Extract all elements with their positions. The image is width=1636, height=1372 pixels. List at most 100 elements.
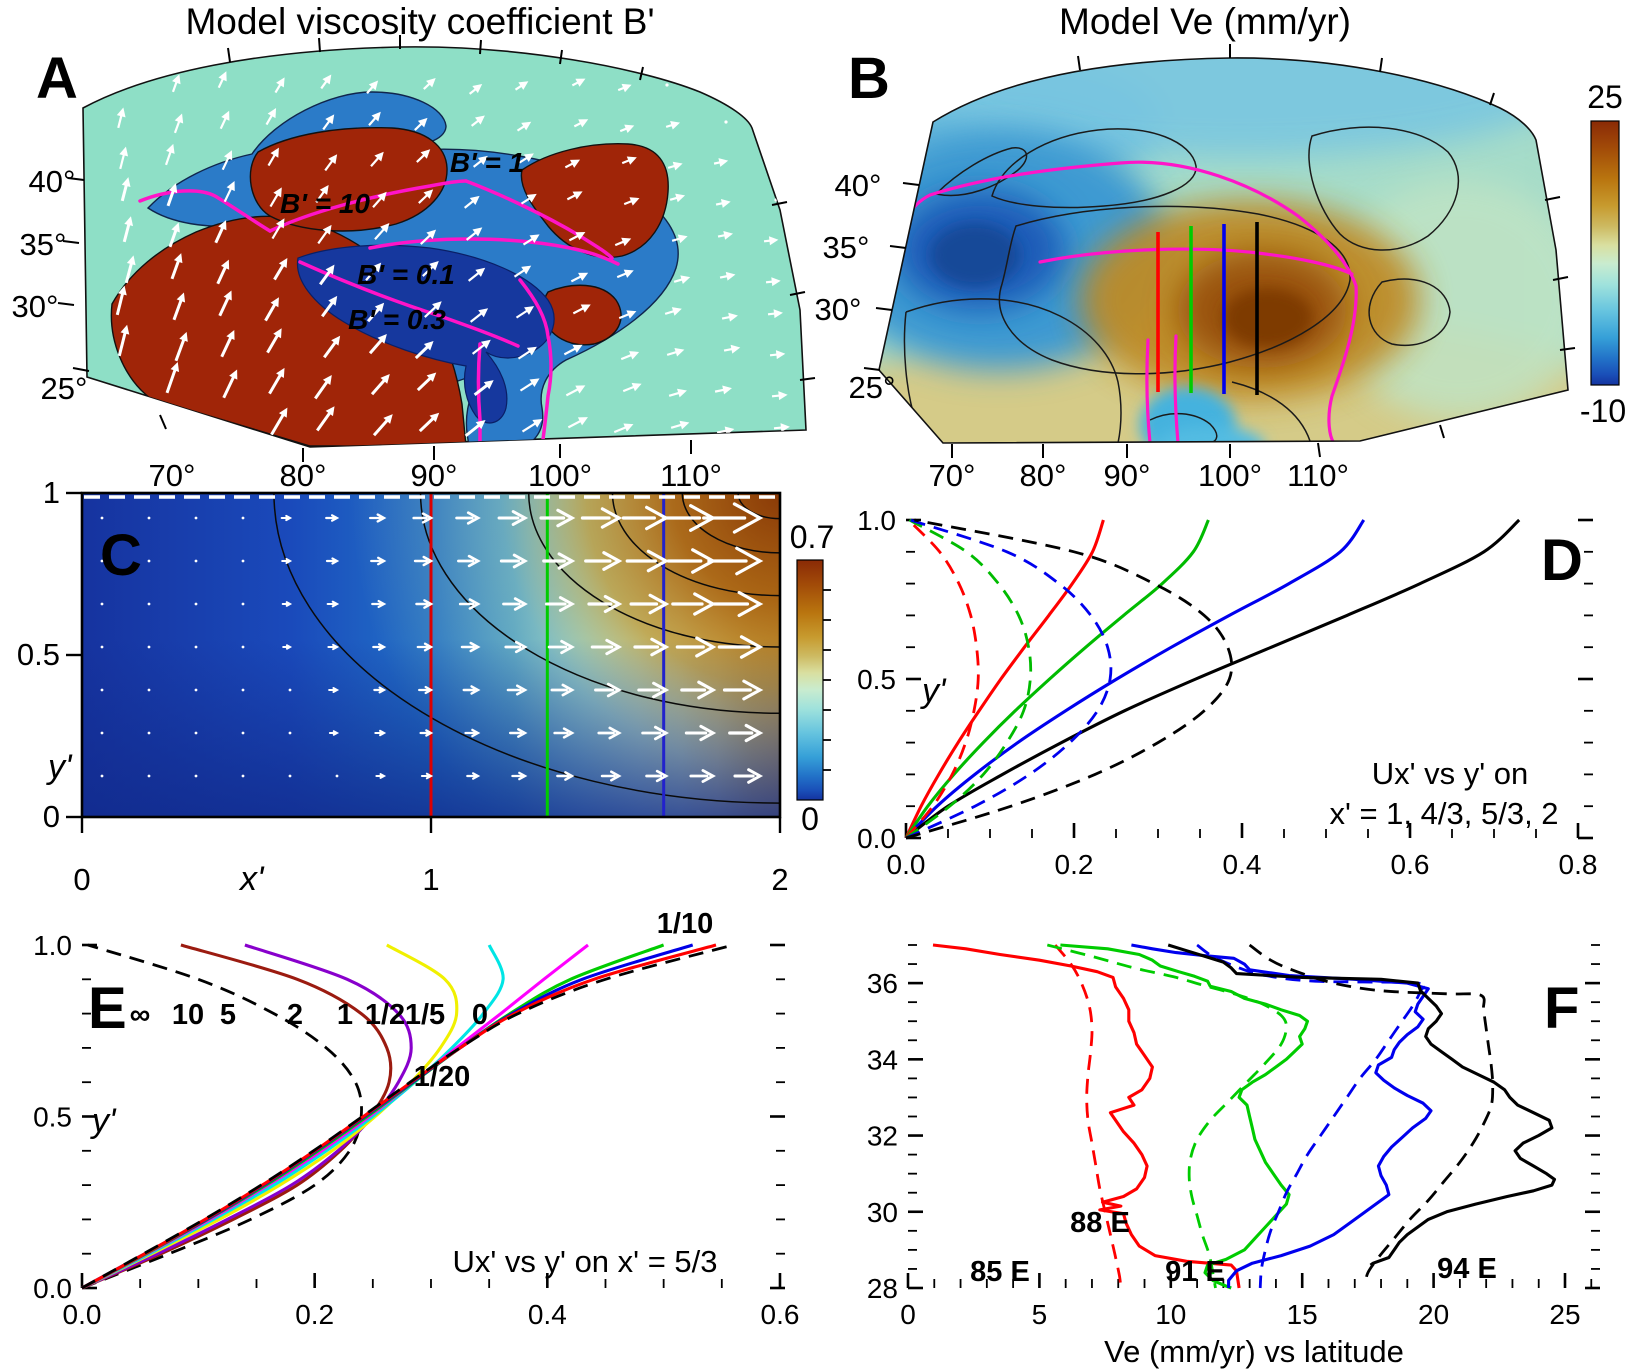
y-tick-label: 34 xyxy=(867,1044,898,1075)
chart-graphic xyxy=(371,262,382,273)
chart-graphic xyxy=(515,309,529,319)
lon-label: 80° xyxy=(280,458,327,493)
velocity-arrow xyxy=(241,516,245,520)
panel-e-curves xyxy=(81,943,734,1290)
velocity-arrow xyxy=(194,602,198,606)
chart-graphic xyxy=(483,380,494,390)
lat-label: 35° xyxy=(823,230,870,265)
panel-f-curve-labels: 85 E 88 E 91 E 94 E xyxy=(970,1207,1497,1288)
chart-graphic xyxy=(323,340,338,359)
region-label-b1: B' = 1 xyxy=(450,147,524,178)
panel-A: Model viscosity coefficient B' A 40° 35° xyxy=(12,1,816,493)
profile-lines-b xyxy=(1156,222,1259,395)
velocity-arrow xyxy=(580,507,623,529)
velocity-arrow xyxy=(319,264,335,286)
chart-graphic xyxy=(417,117,428,128)
chart-graphic xyxy=(429,412,440,423)
chart-graphic xyxy=(168,228,178,248)
chart-graphic xyxy=(521,421,538,433)
velocity-arrow xyxy=(288,731,292,735)
chart-graphic xyxy=(325,264,335,275)
map-b-region-outlines xyxy=(903,126,1460,444)
velocity-arrow xyxy=(508,728,528,738)
chart-graphic xyxy=(775,350,786,360)
velocity-arrow xyxy=(617,83,632,93)
velocity-arrow xyxy=(715,199,731,208)
velocity-arrow xyxy=(462,685,481,695)
chart-graphic xyxy=(521,121,532,131)
curve-x-2-dashed xyxy=(905,518,1234,840)
lon-label: 110° xyxy=(660,458,722,493)
velocity-arrow xyxy=(100,688,104,692)
chart-graphic xyxy=(328,295,338,306)
colorbar-b-max: 25 xyxy=(1587,79,1623,115)
chart-graphic xyxy=(429,261,439,271)
colorbar-c-min: 0 xyxy=(801,801,819,837)
y-tick-label: 0.0 xyxy=(33,1273,72,1304)
velocity-arrow xyxy=(566,191,583,201)
chart-graphic xyxy=(522,237,535,246)
chart-graphic xyxy=(623,269,634,278)
chart-graphic xyxy=(226,329,235,341)
velocity-arrow xyxy=(171,74,181,93)
velocity-arrow xyxy=(645,769,669,783)
velocity-arrow xyxy=(670,420,690,430)
velocity-arrow xyxy=(516,121,532,132)
velocity-arrow xyxy=(217,71,227,89)
chart-graphic xyxy=(569,159,581,168)
panel-c-axes: 0 1 2 1 0.5 0 xyxy=(17,475,789,897)
chart-graphic xyxy=(226,181,235,192)
map-a-red-region-east xyxy=(520,143,669,258)
velocity-arrow xyxy=(763,236,779,246)
chart-graphic xyxy=(519,381,535,392)
panel-b-letter: B xyxy=(848,46,890,111)
velocity-arrow xyxy=(147,602,151,606)
chart-graphic xyxy=(370,156,380,167)
chart-graphic xyxy=(322,224,332,235)
chart-graphic xyxy=(675,193,686,203)
chart-graphic xyxy=(170,362,180,373)
chart-graphic xyxy=(418,416,436,433)
panel-C: 0 1 2 1 0.5 0 C y' x' 0.7 0 xyxy=(17,475,834,898)
x-tick-label: 0.2 xyxy=(295,1299,334,1330)
velocity-arrow xyxy=(369,513,387,523)
velocity-arrow xyxy=(194,516,198,520)
lon-label: 100° xyxy=(1198,458,1262,493)
velocity-arrow xyxy=(622,382,642,393)
velocity-arrow xyxy=(469,308,489,323)
velocity-arrow xyxy=(166,183,178,207)
chart-graphic xyxy=(626,156,637,165)
x-tick-label: 0 xyxy=(900,1299,916,1330)
velocity-arrow xyxy=(680,680,717,700)
velocity-arrow xyxy=(221,150,233,171)
velocity-arrow xyxy=(422,261,439,277)
chart-graphic xyxy=(170,259,181,280)
velocity-arrow xyxy=(506,684,528,696)
chart-graphic xyxy=(267,108,277,119)
velocity-arrow xyxy=(597,726,622,740)
colorbar-c-ticks xyxy=(823,589,831,771)
chart-graphic xyxy=(174,113,184,124)
velocity-arrow xyxy=(317,224,332,245)
velocity-arrow xyxy=(100,774,104,778)
y-tick-label: 0.5 xyxy=(857,664,896,695)
curve-10 xyxy=(81,943,393,1290)
map-b-faults xyxy=(904,160,1358,444)
chart-graphic xyxy=(621,83,632,93)
velocity-arrow xyxy=(368,333,387,355)
chart-graphic xyxy=(677,388,687,398)
velocity-arrow xyxy=(689,769,716,783)
velocity-arrow xyxy=(416,149,431,163)
curve-label-5: 1/2 xyxy=(365,999,405,1031)
region-label-b03: B' = 0.3 xyxy=(348,304,446,335)
curve-label-3: 2 xyxy=(287,999,303,1031)
velocity-arrow xyxy=(511,771,528,781)
velocity-arrow xyxy=(465,227,483,241)
chart-graphic xyxy=(771,277,781,287)
lon-label: 80° xyxy=(1020,458,1067,493)
x-tick-label: 25 xyxy=(1549,1299,1580,1330)
chart-graphic xyxy=(426,229,437,240)
curve-label-0: ∞ xyxy=(130,999,151,1031)
y-tick-label: 0.5 xyxy=(33,1102,72,1133)
chart-graphic xyxy=(383,414,393,424)
